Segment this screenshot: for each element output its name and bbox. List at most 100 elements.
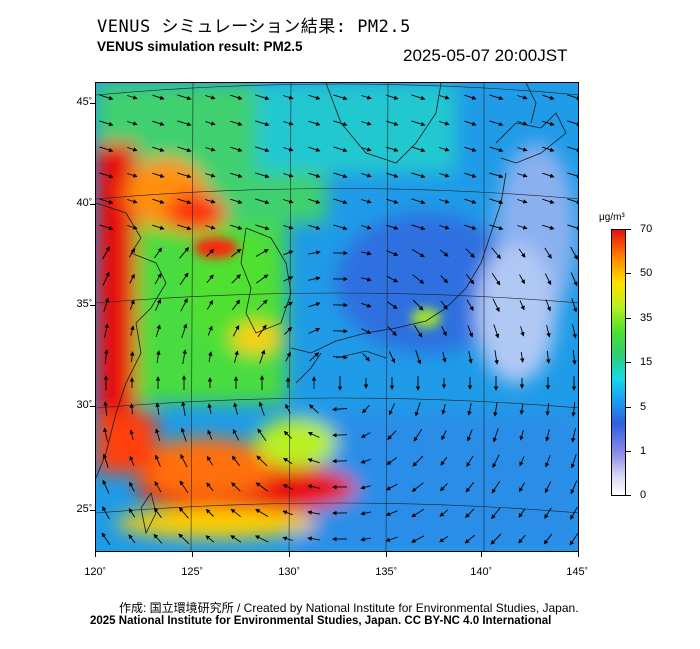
wind-arrow xyxy=(361,328,372,334)
wind-arrow xyxy=(156,350,161,363)
wind-arrow xyxy=(385,483,398,491)
wind-arrow xyxy=(440,300,448,310)
wind-arrow xyxy=(283,199,294,204)
wind-arrow xyxy=(129,429,134,440)
wind-arrow xyxy=(439,199,450,204)
wind-arrow xyxy=(127,147,138,152)
lat-label-25: 25° xyxy=(76,503,92,515)
wind-arrow xyxy=(492,428,499,443)
footer-credit: 作成: 国立環境研究所 / Created by National Instit… xyxy=(119,601,579,615)
wind-arrow xyxy=(155,324,161,337)
wind-arrow xyxy=(544,247,552,259)
lon-tick xyxy=(386,552,387,557)
wind-arrow xyxy=(332,354,348,360)
lat-tick xyxy=(90,103,95,104)
wind-arrow xyxy=(544,273,552,286)
colorbar-label-0: 0 xyxy=(640,489,647,501)
wind-arrow xyxy=(256,274,269,284)
wind-arrow xyxy=(254,535,269,543)
wind-arrow xyxy=(519,456,525,467)
wind-arrow xyxy=(127,173,138,178)
wind-arrow xyxy=(567,120,578,127)
colorbar-unit: μg/m³ xyxy=(599,212,625,223)
wind-arrow xyxy=(441,326,447,337)
wind-arrow xyxy=(442,351,447,363)
wind-arrow xyxy=(411,224,426,231)
wind-arrow xyxy=(439,249,449,257)
wind-arrow xyxy=(283,147,294,152)
wind-arrow xyxy=(332,406,348,412)
wind-arrow xyxy=(255,94,270,101)
wind-arrow xyxy=(232,428,240,441)
wind-arrow xyxy=(333,94,348,101)
wind-arrow xyxy=(255,509,269,517)
wind-arrow xyxy=(282,536,293,541)
wind-arrow xyxy=(102,479,110,494)
wind-arrow xyxy=(308,120,321,126)
wind-arrow xyxy=(102,453,109,468)
wind-arrow xyxy=(386,457,398,465)
wind-arrow xyxy=(517,147,528,152)
wind-arrow xyxy=(411,94,426,101)
wind-arrow xyxy=(309,352,320,362)
wind-arrow xyxy=(360,458,371,464)
wind-arrow xyxy=(411,248,425,258)
wind-arrow xyxy=(129,273,135,284)
lon-label-120: 120° xyxy=(84,566,106,578)
wind-arrow xyxy=(129,481,135,492)
wind-arrow xyxy=(256,455,268,467)
wind-arrow xyxy=(544,507,552,519)
colorbar-tick xyxy=(626,362,631,363)
wind-arrow xyxy=(230,94,243,100)
wind-arrow xyxy=(154,481,162,493)
wind-arrow xyxy=(439,535,449,543)
footer-license: 2025 National Institute for Environmenta… xyxy=(90,615,552,627)
wind-arrow xyxy=(128,248,136,258)
wind-arrow xyxy=(179,272,189,286)
wind-arrow xyxy=(412,274,425,284)
wind-arrow xyxy=(411,482,424,492)
wind-arrow xyxy=(155,428,161,441)
wind-arrow xyxy=(104,349,109,365)
wind-arrow xyxy=(307,510,320,515)
wind-arrow xyxy=(386,301,398,309)
wind-arrow xyxy=(517,199,528,204)
wind-arrow xyxy=(99,120,114,127)
wind-arrow xyxy=(543,533,552,545)
wind-arrow xyxy=(181,401,186,416)
wind-arrow xyxy=(308,146,321,152)
wind-arrow xyxy=(465,248,475,258)
wind-arrow xyxy=(411,120,426,127)
wind-arrow xyxy=(388,403,396,416)
wind-arrow xyxy=(545,455,551,468)
wind-arrow xyxy=(127,225,138,230)
wind-arrow xyxy=(152,120,165,126)
wind-arrow xyxy=(567,224,578,231)
wind-arrow xyxy=(464,198,477,204)
wind-arrow xyxy=(411,535,425,543)
wind-arrow xyxy=(542,198,555,204)
wind-arrow xyxy=(491,480,501,494)
wind-arrow xyxy=(307,536,320,541)
colorbar-tick xyxy=(626,495,631,496)
colorbar-tick xyxy=(626,273,631,274)
pm25-concentration-field xyxy=(96,83,578,551)
wind-arrow xyxy=(385,510,398,516)
wind-arrow xyxy=(152,224,165,230)
wind-arrow xyxy=(489,120,504,127)
pm25-map xyxy=(95,82,579,552)
wind-arrow xyxy=(467,403,472,416)
wind-arrow xyxy=(491,507,501,520)
lon-label-125: 125° xyxy=(181,566,203,578)
wind-arrow xyxy=(386,198,399,204)
wind-arrow xyxy=(154,273,162,285)
wind-arrow xyxy=(283,276,294,282)
wind-arrow xyxy=(465,482,475,493)
wind-arrow xyxy=(285,351,291,362)
wind-arrow xyxy=(387,430,397,440)
wind-arrow xyxy=(283,173,294,178)
wind-arrow xyxy=(102,506,110,520)
wind-arrow xyxy=(386,94,399,100)
wind-arrow xyxy=(206,248,215,257)
wind-arrow xyxy=(283,457,293,465)
